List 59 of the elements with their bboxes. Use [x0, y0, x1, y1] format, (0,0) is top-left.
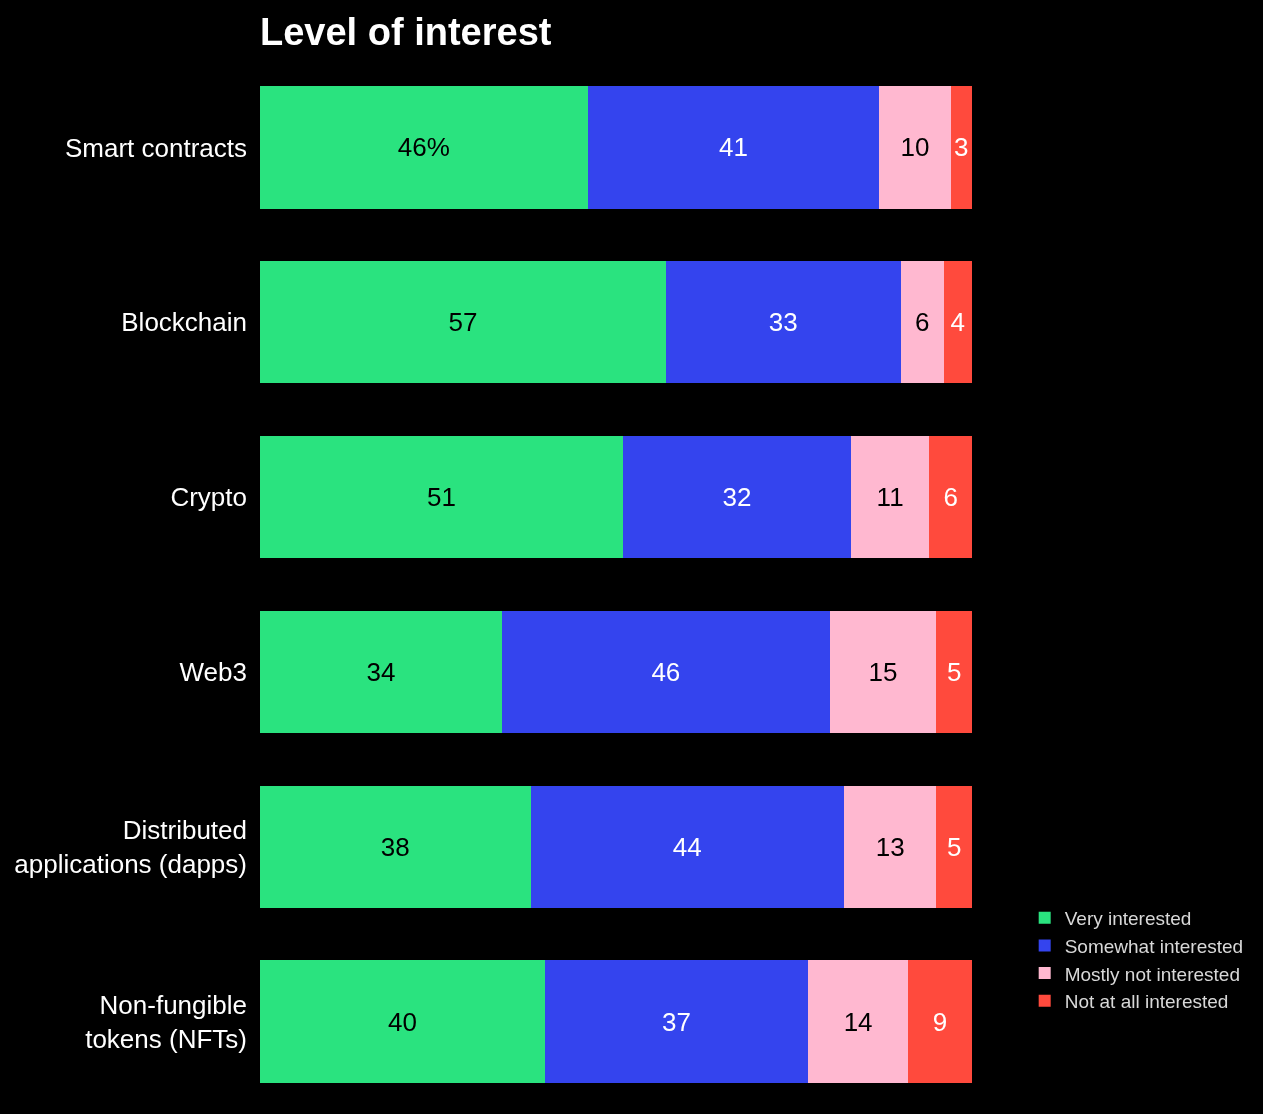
data-label: 38 — [380, 831, 410, 862]
data-label: 5 — [946, 831, 962, 862]
bar — [260, 86, 588, 209]
legend-label: Somewhat interested — [1064, 935, 1244, 957]
legend-label: Very interested — [1064, 908, 1192, 930]
y-tick-label: Crypto — [170, 482, 247, 513]
y-tick-label: Smart contracts — [64, 132, 247, 163]
data-label: 14 — [843, 1006, 873, 1037]
data-label: 51 — [427, 482, 457, 513]
bar — [623, 435, 851, 559]
data-label: 11 — [876, 482, 904, 513]
bar — [808, 960, 908, 1083]
data-label: 15 — [868, 656, 898, 687]
bar — [260, 435, 624, 559]
data-label: 33 — [768, 307, 798, 338]
chart-title: Level of interest — [260, 11, 552, 54]
bar — [907, 960, 972, 1083]
bar — [929, 435, 972, 559]
bar — [665, 261, 901, 384]
bar — [587, 86, 880, 209]
data-label: 44 — [672, 831, 702, 862]
data-label: 37 — [662, 1006, 691, 1037]
bar — [843, 785, 937, 908]
data-label: 40 — [387, 1006, 417, 1037]
bar — [850, 435, 930, 559]
bar — [900, 261, 944, 384]
bar — [950, 86, 972, 209]
y-tick-label: Web3 — [179, 657, 247, 688]
data-label: 34 — [366, 656, 396, 687]
bar — [829, 610, 937, 734]
data-label: 10 — [900, 132, 930, 163]
y-tick-label: Blockchain — [121, 307, 247, 338]
bar — [260, 610, 503, 734]
data-label: 32 — [722, 482, 752, 513]
legend-label: Not at all interested — [1064, 991, 1229, 1013]
y-tick-label: Non-fungible tokens (NFTs) — [85, 989, 247, 1054]
bar — [260, 785, 531, 908]
data-label: 5 — [946, 656, 962, 687]
legend-label: Mostly not interested — [1064, 963, 1240, 985]
bar — [943, 261, 972, 384]
data-label: 46 — [651, 656, 681, 687]
data-label: 41 — [719, 132, 748, 163]
bar — [879, 86, 951, 209]
bar — [502, 610, 830, 734]
data-label: 57 — [448, 307, 478, 338]
y-tick-label: Distributed applications (dapps) — [14, 814, 247, 879]
data-label: 6 — [914, 307, 930, 338]
bar — [260, 261, 666, 384]
bar — [936, 610, 972, 734]
bar — [530, 785, 844, 908]
data-label: 6 — [943, 482, 958, 513]
data-label: 9 — [932, 1006, 948, 1037]
bar — [260, 960, 545, 1083]
bar — [544, 960, 809, 1083]
data-label: 4 — [950, 307, 965, 338]
data-label: 13 — [875, 831, 905, 862]
data-label: 3 — [954, 132, 969, 163]
bar — [936, 785, 972, 908]
data-label: 46% — [397, 132, 450, 163]
